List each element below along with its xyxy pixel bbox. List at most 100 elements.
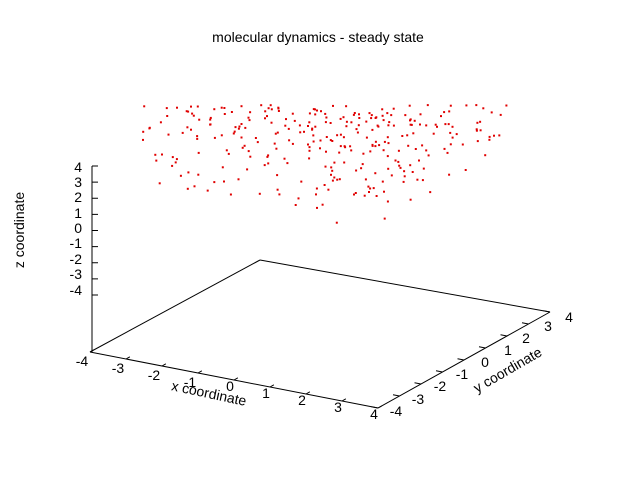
scatter-point xyxy=(299,131,302,134)
scatter-point xyxy=(174,161,177,164)
scatter-point xyxy=(408,104,411,107)
scatter-point xyxy=(451,125,454,128)
scatter-point xyxy=(277,107,280,110)
scatter-point xyxy=(300,180,303,183)
scatter-point xyxy=(191,112,194,115)
scatter-point xyxy=(270,108,273,111)
scatter-point xyxy=(234,126,237,129)
scatter-point xyxy=(196,137,199,140)
scatter-point xyxy=(365,120,368,123)
scatter-point xyxy=(308,121,311,124)
scatter-point xyxy=(143,105,146,108)
scatter-point xyxy=(397,160,400,163)
y-tick-mark xyxy=(435,370,443,373)
scatter-point xyxy=(319,147,321,150)
scatter-point xyxy=(197,151,200,154)
scatter-point xyxy=(374,145,377,148)
scatter-point xyxy=(406,134,409,137)
scatter-point xyxy=(390,114,393,117)
scatter-point xyxy=(186,187,189,190)
z-tick-label: 2 xyxy=(74,189,82,205)
y-tick-label: -2 xyxy=(434,378,447,394)
scatter-point xyxy=(336,134,339,137)
scatter-point xyxy=(190,105,192,108)
scatter-point xyxy=(349,145,352,148)
scatter-point xyxy=(308,112,311,115)
scatter-point xyxy=(403,175,406,178)
scatter-point xyxy=(314,108,316,111)
scatter-point xyxy=(158,182,161,185)
scatter-point xyxy=(159,121,162,124)
x-tick-label: -4 xyxy=(76,353,89,369)
x-tick-label: -2 xyxy=(148,367,161,383)
scatter-point xyxy=(284,124,287,127)
scatter-point xyxy=(249,155,252,158)
y-tick-label: 1 xyxy=(504,342,512,358)
scatter-point xyxy=(320,110,322,113)
scatter-point xyxy=(443,147,446,150)
scatter-point xyxy=(390,174,393,177)
scatter-point xyxy=(447,123,450,126)
scatter-point xyxy=(382,149,385,152)
scatter-point xyxy=(416,178,419,181)
scatter-point xyxy=(324,112,327,115)
scatter-point xyxy=(307,143,309,146)
scatter-point xyxy=(383,140,386,143)
scatter-point xyxy=(422,167,425,170)
y-tick-label: 2 xyxy=(522,330,530,346)
y-tick-mark xyxy=(457,358,465,361)
scatter-point xyxy=(293,119,296,122)
scatter-point xyxy=(275,147,278,150)
scatter-point xyxy=(392,124,395,127)
scatter-point xyxy=(342,136,345,139)
scatter-point xyxy=(213,136,216,139)
y-tick-label: -1 xyxy=(456,366,469,382)
scatter-point xyxy=(192,114,195,117)
scatter-point xyxy=(206,189,209,192)
scatter-point xyxy=(175,158,178,161)
scatter-point xyxy=(371,128,374,131)
scatter-point xyxy=(413,119,416,122)
scatter-point xyxy=(167,133,170,136)
scatter-point xyxy=(315,187,318,190)
scatter-point xyxy=(448,173,451,176)
scatter-point xyxy=(176,106,178,109)
scatter-point xyxy=(229,193,232,196)
scatter-point xyxy=(376,124,379,127)
scatter-point xyxy=(387,142,390,145)
scatter-point xyxy=(339,145,342,148)
scatter-point xyxy=(209,118,212,121)
scatter-point xyxy=(260,104,263,107)
scatter-points xyxy=(142,104,508,224)
scatter-point xyxy=(432,132,435,135)
scatter-point xyxy=(331,179,334,182)
scatter-point xyxy=(392,107,395,110)
scatter-point xyxy=(475,129,478,132)
scatter-point xyxy=(223,180,225,183)
scatter-point xyxy=(331,140,334,142)
z-tick-label: -2 xyxy=(70,251,83,267)
scatter-point xyxy=(291,112,294,115)
scatter-point xyxy=(399,166,402,169)
scatter-point xyxy=(419,123,421,126)
y-tick-label: 0 xyxy=(481,354,489,370)
scatter-point xyxy=(247,150,250,153)
z-tick-label: -1 xyxy=(70,235,83,251)
scatter-point xyxy=(256,141,259,144)
x-axis-label: x coordinate xyxy=(170,377,248,409)
scatter-point xyxy=(179,174,182,177)
y-tick-label: 4 xyxy=(565,309,573,325)
z-tick-label: -4 xyxy=(70,282,83,298)
scatter-point xyxy=(488,135,491,138)
scatter-point xyxy=(329,139,332,142)
scatter-point xyxy=(498,134,501,137)
scatter-point xyxy=(230,111,233,113)
scatter-point xyxy=(352,113,355,116)
scatter-point xyxy=(353,193,355,196)
x-tick-mark xyxy=(89,349,95,353)
scatter-point xyxy=(344,146,347,149)
scatter-point xyxy=(451,136,454,139)
scatter-point xyxy=(493,134,495,137)
scatter-point xyxy=(427,154,430,157)
